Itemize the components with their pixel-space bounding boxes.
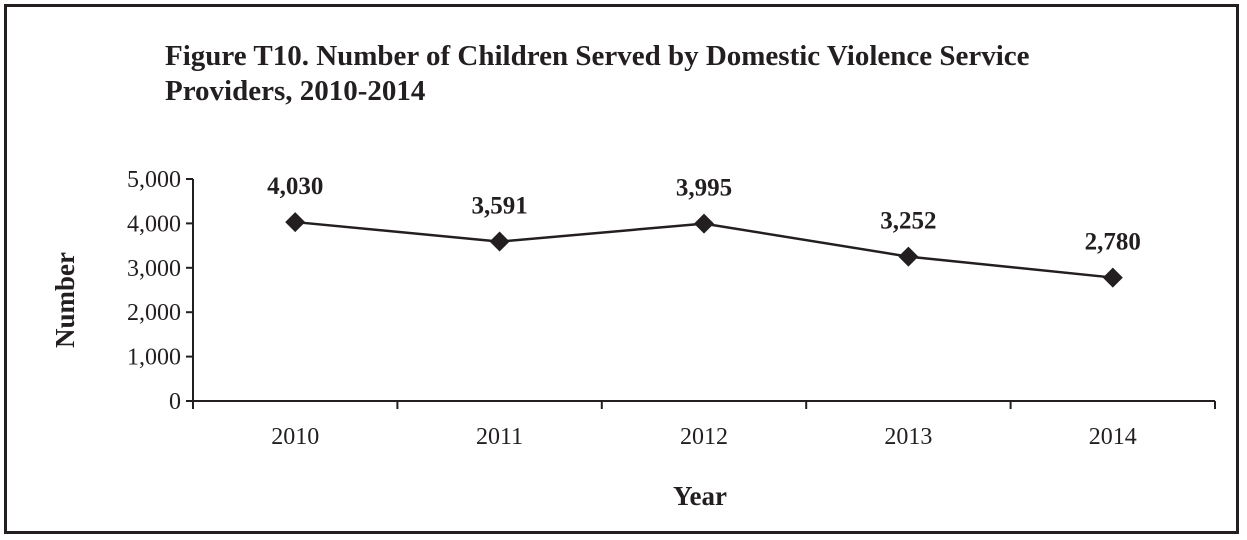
x-tick-label: 2013 <box>884 424 932 450</box>
y-tick-label: 1,000 <box>127 345 181 371</box>
x-tick-label: 2014 <box>1089 424 1137 450</box>
data-label: 3,995 <box>676 175 732 202</box>
data-point-marker <box>285 212 306 233</box>
y-tick-label: 0 <box>169 389 181 415</box>
y-tick-label: 5,000 <box>127 167 181 193</box>
data-label: 3,591 <box>471 193 527 220</box>
y-axis-ticks: 0 1,000 2,000 3,000 4,000 5,000 <box>127 167 193 415</box>
chart-title-line-1: Figure T10. Number of Children Served by… <box>165 40 1030 72</box>
axes <box>192 179 1215 402</box>
data-point-marker <box>694 213 714 234</box>
data-point-marker <box>898 246 919 267</box>
data-label: 4,030 <box>267 173 323 200</box>
y-axis-label: Number <box>50 252 80 348</box>
data-label: 2,780 <box>1085 229 1141 256</box>
data-point-marker <box>489 231 510 252</box>
data-point-marker <box>1102 267 1123 288</box>
y-tick-label: 4,000 <box>127 211 181 237</box>
data-label: 3,252 <box>880 208 936 235</box>
x-axis-label: Year <box>673 481 727 511</box>
data-labels: 4,030 3,591 3,995 3,252 2,780 <box>267 173 1141 256</box>
chart-title-line-2: Providers, 2010-2014 <box>165 75 426 107</box>
y-tick-label: 3,000 <box>127 256 181 282</box>
x-tick-label: 2010 <box>271 424 319 450</box>
x-tick-label: 2011 <box>476 424 523 450</box>
x-tick-label: 2012 <box>680 424 728 450</box>
data-markers <box>285 212 1123 288</box>
chart-title: Figure T10. Number of Children Served by… <box>165 39 1215 109</box>
y-tick-label: 2,000 <box>127 300 181 326</box>
x-axis-ticks: 2010 2011 2012 2013 2014 <box>192 401 1216 450</box>
